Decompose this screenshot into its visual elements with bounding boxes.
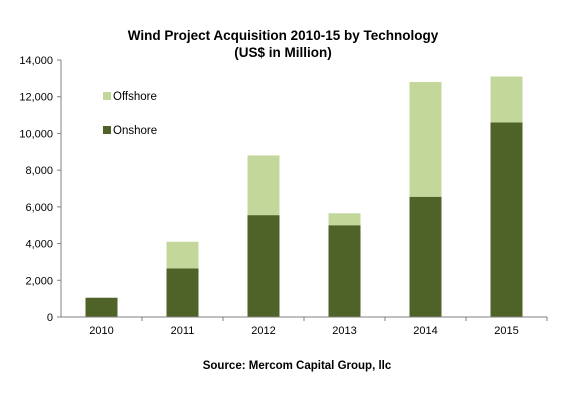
bar-onshore-2011 [166,268,199,317]
y-tick-label: 12,000 [19,92,53,104]
bars [85,76,523,318]
y-tick-label: 10,000 [19,128,53,140]
y-tick-label: 2,000 [25,275,53,287]
x-axis-ticks: 2010 2011 2012 2013 2014 2015 [89,317,548,337]
legend-swatch-onshore [103,126,111,134]
legend: Offshore Onshore [103,91,157,137]
bar-offshore-2014 [409,82,442,197]
y-tick-label: 4,000 [25,239,53,251]
bar-offshore-2011 [166,241,199,269]
x-tick-label: 2013 [332,325,356,337]
bar-offshore-2015 [490,76,523,123]
y-tick-label: 8,000 [25,165,53,177]
legend-swatch-offshore [103,92,111,100]
y-tick-label: 6,000 [25,202,53,214]
x-tick-label: 2014 [413,325,437,337]
chart-title: Wind Project Acquisition 2010-15 by Tech… [128,28,439,43]
x-tick-label: 2010 [89,325,113,337]
bar-offshore-2013 [328,213,361,226]
bar-onshore-2014 [409,196,442,317]
bar-onshore-2012 [247,215,280,317]
y-tick-label: 0 [47,312,53,324]
legend-label-onshore: Onshore [113,125,157,137]
source-note: Source: Mercom Capital Group, llc [203,360,392,372]
bar-offshore-2012 [247,155,280,216]
chart-subtitle: (US$ in Million) [234,45,332,60]
bar-onshore-2010 [85,297,118,317]
y-tick-label: 14,000 [19,55,53,67]
y-axis-ticks: 0 2,000 4,000 6,000 8,000 10,000 12,000 14,000 [19,55,61,324]
x-tick-label: 2011 [171,325,195,337]
bar-onshore-2015 [490,122,523,318]
x-tick-label: 2015 [494,325,518,337]
x-tick-label: 2012 [251,325,275,337]
legend-label-offshore: Offshore [113,91,157,103]
bar-onshore-2013 [328,225,361,317]
